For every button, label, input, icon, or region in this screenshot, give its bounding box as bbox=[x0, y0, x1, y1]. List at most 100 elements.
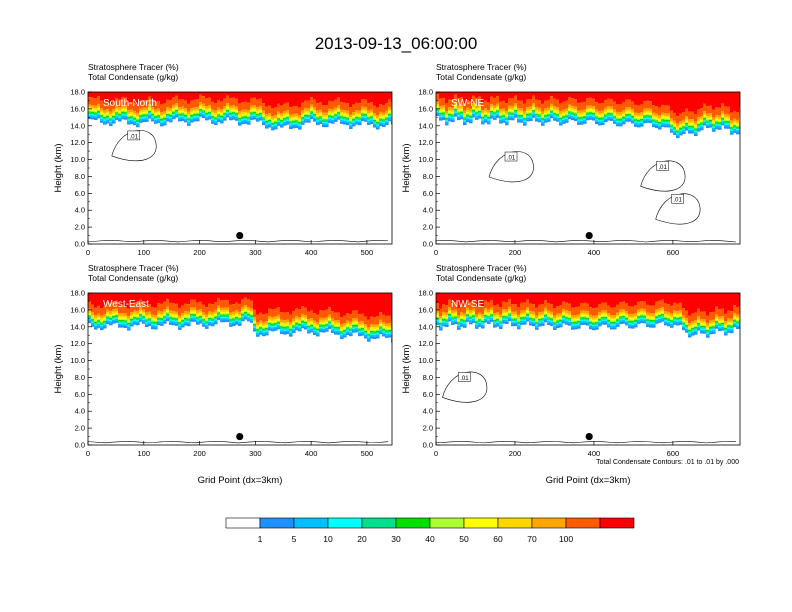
condensate-contours bbox=[88, 441, 389, 444]
y-tick-label: 0.0 bbox=[75, 240, 85, 249]
condensate-contours bbox=[436, 151, 737, 243]
panel-name: SW-NE bbox=[451, 98, 484, 109]
colorbar-label: 40 bbox=[425, 534, 435, 544]
location-marker bbox=[236, 432, 244, 441]
contour-label: .01 bbox=[130, 134, 139, 140]
x-tick-label: 100 bbox=[138, 248, 151, 257]
contour-label: .01 bbox=[673, 198, 682, 204]
y-tick-label: 12.0 bbox=[70, 339, 85, 348]
label-stratosphere-tracer: Stratosphere Tracer (%) bbox=[88, 263, 179, 273]
colorbar-label: 70 bbox=[527, 534, 537, 544]
colorbar-label: 1 bbox=[258, 534, 263, 544]
x-tick-label: 0 bbox=[86, 449, 90, 458]
x-tick-label: 300 bbox=[249, 248, 262, 257]
contour-label: .01 bbox=[507, 156, 516, 162]
panel-nw-se: Stratosphere Tracer (%) Total Condensate … bbox=[401, 263, 741, 486]
panel-west-east: Stratosphere Tracer (%)Total Condensate … bbox=[53, 263, 393, 486]
y-tick-label: 6.0 bbox=[423, 189, 433, 198]
x-tick-label: 0 bbox=[86, 248, 90, 257]
label-stratosphere-tracer: Stratosphere Tracer (%) bbox=[436, 62, 527, 72]
tracer-field bbox=[88, 293, 392, 445]
y-tick-label: 4.0 bbox=[75, 206, 85, 215]
y-tick-label: 16.0 bbox=[70, 104, 85, 113]
y-tick-label: 2.0 bbox=[75, 424, 85, 433]
y-tick-label: 14.0 bbox=[70, 322, 85, 331]
colorbar-swatch bbox=[361, 517, 397, 529]
x-tick-label: 200 bbox=[509, 449, 522, 458]
colorbar-label: 5 bbox=[292, 534, 297, 544]
y-tick-label: 4.0 bbox=[423, 206, 433, 215]
y-tick-label: 10.0 bbox=[418, 356, 433, 365]
y-tick-label: 18.0 bbox=[418, 88, 433, 97]
colorbar-label: 50 bbox=[459, 534, 469, 544]
contour-label-box bbox=[458, 372, 471, 382]
contour-label-box bbox=[656, 161, 669, 171]
condensate-contours bbox=[436, 371, 737, 444]
colorbar-label: 10 bbox=[323, 534, 333, 544]
panel-name: NW-SE bbox=[451, 299, 484, 310]
tracer-field bbox=[436, 293, 740, 445]
y-tick-label: 16.0 bbox=[70, 305, 85, 314]
x-tick-label: 600 bbox=[667, 248, 680, 257]
colorbar-swatch bbox=[225, 517, 261, 529]
colorbar-swatch bbox=[531, 517, 567, 529]
y-tick-label: 14.0 bbox=[70, 121, 85, 130]
colorbar-swatch bbox=[429, 517, 465, 529]
colorbar: 1 5 10 20 30 40 50 60 70 100 bbox=[225, 517, 635, 544]
x-tick-label: 0 bbox=[434, 248, 438, 257]
colorbar-label: 20 bbox=[357, 534, 367, 544]
colorbar-swatch bbox=[259, 517, 295, 529]
x-tick-label: 0 bbox=[434, 449, 438, 458]
colorbar-swatch bbox=[395, 517, 431, 529]
y-axis-label: Height (km) bbox=[401, 344, 412, 393]
x-tick-label: 400 bbox=[305, 449, 318, 458]
y-tick-label: 4.0 bbox=[423, 407, 433, 416]
contour-footnote: Total Condensate Contours: .01 to .01 by… bbox=[596, 459, 739, 466]
contour-label: .01 bbox=[658, 165, 667, 171]
label-stratosphere-tracer: Stratosphere Tracer (%) bbox=[88, 62, 179, 72]
surface-contour bbox=[88, 240, 389, 243]
colorbar-swatch bbox=[293, 517, 329, 529]
panel-south-north: Stratosphere Tracer (%)Total Condensate … bbox=[53, 62, 393, 257]
x-tick-label: 300 bbox=[249, 449, 262, 458]
label-stratosphere-tracer: Stratosphere Tracer (%) bbox=[436, 263, 527, 273]
y-tick-label: 4.0 bbox=[75, 407, 85, 416]
contour-label-box bbox=[127, 130, 140, 141]
figure-title: 2013-09-13_06:00:00 bbox=[315, 34, 478, 53]
label-total-condensate: Total Condensate (g/kg) bbox=[88, 72, 178, 82]
x-tick-label: 600 bbox=[667, 449, 680, 458]
y-tick-label: 0.0 bbox=[423, 441, 433, 450]
y-axis-label: Height (km) bbox=[53, 344, 64, 393]
x-tick-label: 200 bbox=[509, 248, 522, 257]
panel-name: South-North bbox=[103, 98, 157, 109]
y-tick-label: 6.0 bbox=[423, 390, 433, 399]
x-tick-label: 400 bbox=[588, 449, 601, 458]
panels: Stratosphere Tracer (%)Total Condensate … bbox=[53, 62, 741, 486]
y-tick-label: 14.0 bbox=[418, 121, 433, 130]
location-marker bbox=[585, 432, 593, 441]
location-marker bbox=[236, 231, 244, 240]
cloud-contour bbox=[488, 151, 534, 183]
colorbar-swatch bbox=[497, 517, 533, 529]
contour-label-box bbox=[504, 151, 518, 162]
colorbar-label: 30 bbox=[391, 534, 401, 544]
y-tick-label: 2.0 bbox=[75, 223, 85, 232]
colorbar-swatch bbox=[599, 517, 635, 529]
y-tick-label: 10.0 bbox=[70, 356, 85, 365]
y-tick-label: 12.0 bbox=[70, 138, 85, 147]
colorbar-swatch bbox=[463, 517, 499, 529]
y-tick-label: 12.0 bbox=[418, 138, 433, 147]
y-tick-label: 12.0 bbox=[418, 339, 433, 348]
y-tick-label: 18.0 bbox=[418, 289, 433, 298]
location-marker bbox=[585, 231, 593, 240]
x-tick-label: 500 bbox=[361, 248, 374, 257]
y-tick-label: 18.0 bbox=[70, 88, 85, 97]
tracer-field bbox=[88, 92, 392, 244]
panel-name: West-East bbox=[103, 299, 149, 310]
cloud-contour bbox=[111, 130, 157, 162]
contour-label-box bbox=[671, 193, 684, 204]
y-axis-label: Height (km) bbox=[401, 143, 412, 192]
y-tick-label: 16.0 bbox=[418, 104, 433, 113]
panel-sw-ne: Stratosphere Tracer (%)Total Condensate … bbox=[401, 62, 741, 257]
